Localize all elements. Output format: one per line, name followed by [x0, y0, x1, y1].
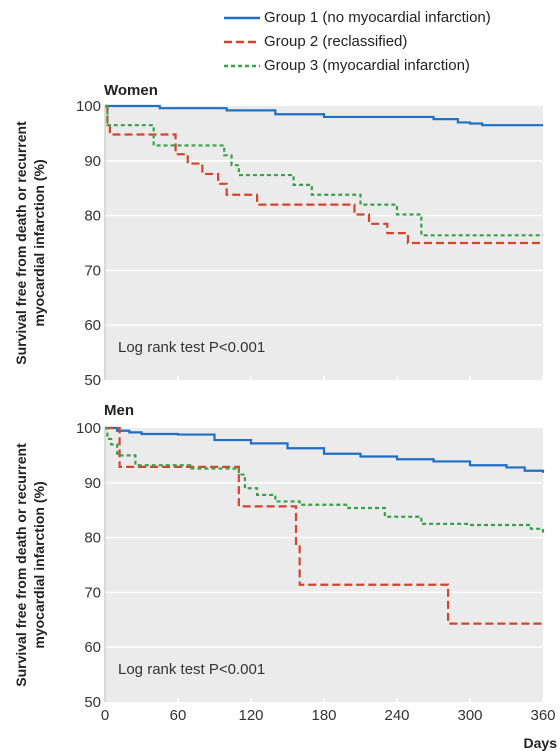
- xtick-label-240: 240: [384, 707, 409, 724]
- series-men-group-2: [105, 426, 543, 625]
- legend-swatch-group-1: [224, 16, 260, 20]
- ytick-label-women-50: 50: [84, 372, 101, 389]
- series-men-group-1: [105, 426, 545, 473]
- ytick-label-men-100: 100: [76, 420, 101, 437]
- x-axis-title: Days: [524, 735, 558, 751]
- xtick-label-180: 180: [311, 707, 336, 724]
- legend: Group 1 (no myocardial infarction) Group…: [222, 6, 560, 78]
- y-axis-title-women-line2: myocardial infarction (%): [31, 159, 47, 326]
- xtick-label-120: 120: [238, 707, 263, 724]
- legend-swatch-group-3: [224, 64, 260, 68]
- legend-item-group-2: Group 2 (reclassified): [222, 30, 560, 54]
- xtick-label-0: 0: [101, 707, 109, 724]
- ytick-label-men-80: 80: [84, 530, 101, 547]
- plot-area-women: [105, 106, 543, 380]
- ytick-label-men-50: 50: [84, 694, 101, 711]
- ytick-label-women-90: 90: [84, 153, 101, 170]
- legend-swatch-group-2: [224, 40, 260, 44]
- series-women-group-2: [105, 104, 543, 245]
- xtick-label-360: 360: [530, 707, 555, 724]
- ytick-label-women-100: 100: [76, 98, 101, 115]
- y-axis-title-men-line2: myocardial infarction (%): [31, 481, 47, 648]
- ytick-label-men-60: 60: [84, 639, 101, 656]
- y-axis-title-men-line1: Survival free from death or recurrent: [13, 443, 29, 687]
- panel-title-men: Men: [104, 402, 134, 419]
- legend-item-group-1: Group 1 (no myocardial infarction): [222, 6, 560, 30]
- legend-label-group-1: Group 1 (no myocardial infarction): [264, 9, 491, 26]
- log-rank-annotation-women: Log rank test P<0.001: [118, 339, 265, 356]
- ytick-label-men-70: 70: [84, 584, 101, 601]
- log-rank-annotation-men: Log rank test P<0.001: [118, 661, 265, 678]
- series-women-group-3: [105, 104, 543, 237]
- series-women-group-1: [105, 104, 543, 127]
- xtick-label-300: 300: [457, 707, 482, 724]
- ytick-label-men-90: 90: [84, 475, 101, 492]
- ytick-label-women-70: 70: [84, 262, 101, 279]
- ytick-label-women-80: 80: [84, 208, 101, 225]
- plot-area-men: [105, 428, 543, 702]
- series-men-group-3: [105, 426, 545, 533]
- ytick-label-women-60: 60: [84, 317, 101, 334]
- legend-item-group-3: Group 3 (myocardial infarction): [222, 54, 560, 78]
- y-axis-title-women-line1: Survival free from death or recurrent: [13, 121, 29, 365]
- legend-label-group-3: Group 3 (myocardial infarction): [264, 57, 470, 74]
- xtick-label-60: 60: [170, 707, 187, 724]
- panel-title-women: Women: [104, 82, 158, 99]
- legend-label-group-2: Group 2 (reclassified): [264, 33, 408, 50]
